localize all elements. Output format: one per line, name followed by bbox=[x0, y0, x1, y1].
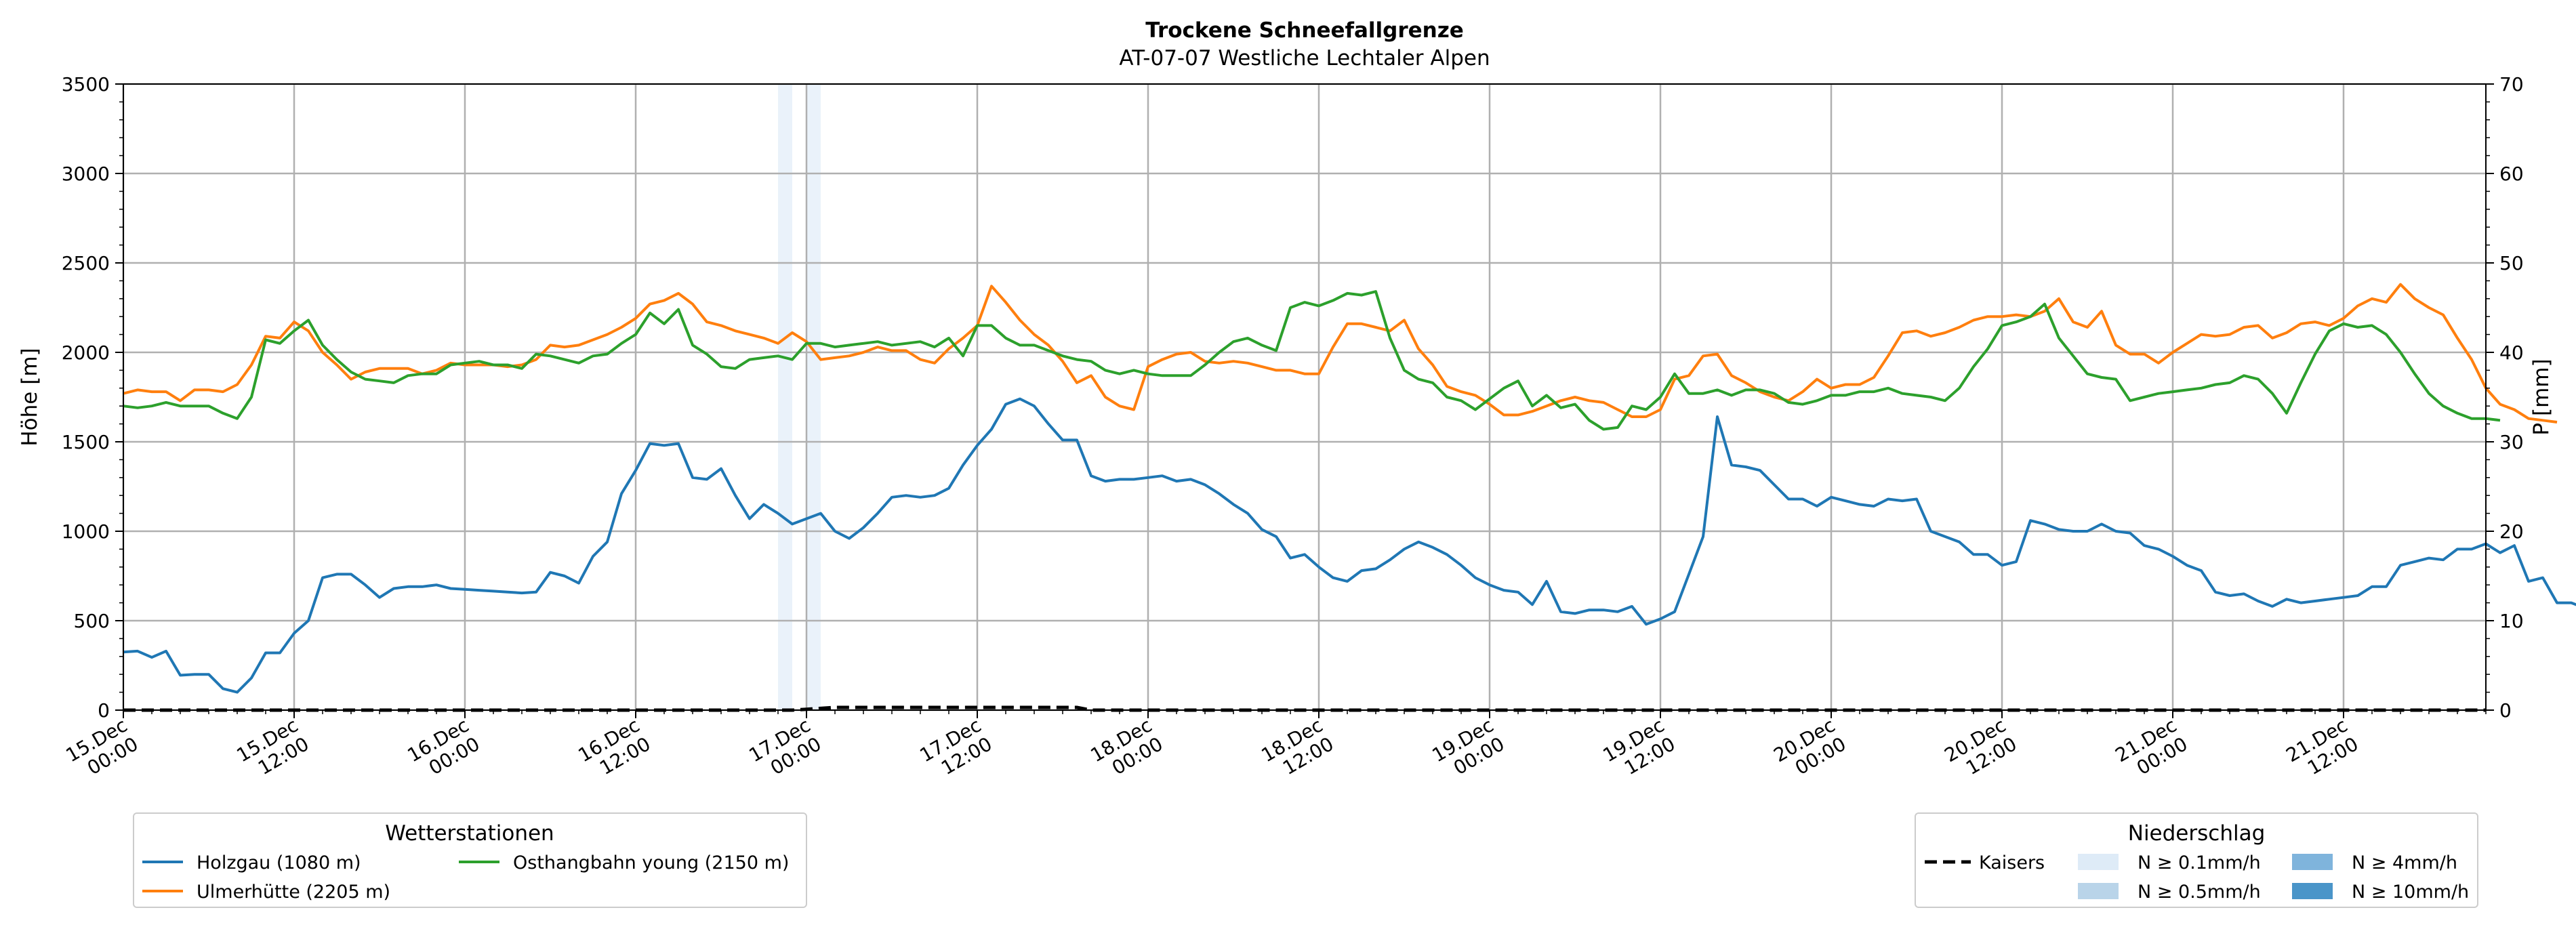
y-right-tick-label: 30 bbox=[2499, 431, 2524, 453]
legend-precip-level-label: N ≥ 4mm/h bbox=[2352, 852, 2457, 873]
y-right-tick-label: 20 bbox=[2499, 520, 2524, 543]
chart-title: Trockene Schneefallgrenze bbox=[1145, 18, 1464, 43]
legend-station-label: Ulmerhütte (2205 m) bbox=[197, 882, 390, 903]
legend-precip-levels: N ≥ 0.1mm/h N ≥ 0.5mm/h N ≥ 4mm/h N ≥ 10mm/… bbox=[2078, 852, 2469, 903]
y-tick-label: 2500 bbox=[62, 252, 110, 274]
legend-stations-items: Holzgau (1080 m) Ulmerhütte (2205 m) Ostha… bbox=[142, 852, 789, 903]
y-right-tick-label: 0 bbox=[2499, 699, 2512, 722]
y-right-tick-label: 60 bbox=[2499, 163, 2524, 185]
legend-precip-level-label: N ≥ 10mm/h bbox=[2352, 882, 2469, 903]
legend-precip-level-swatch bbox=[2292, 883, 2333, 899]
legend-stations-frame bbox=[133, 812, 807, 908]
y-tick-label: 2000 bbox=[62, 342, 110, 364]
y-tick-label: 1500 bbox=[62, 431, 110, 453]
legend-station-label: Osthangbahn young (2150 m) bbox=[513, 852, 789, 873]
series-line bbox=[123, 397, 2576, 694]
y-right-tick-label: 50 bbox=[2499, 252, 2524, 274]
y-axis-right-label: P [mm] bbox=[2529, 358, 2554, 435]
precip-bands bbox=[778, 84, 821, 710]
legend-precip-line-label: Kaisers bbox=[1979, 852, 2045, 873]
y-tick-label: 1000 bbox=[62, 520, 110, 543]
legend-precip-level-swatch bbox=[2078, 883, 2119, 899]
legend-precip-level-label: N ≥ 0.1mm/h bbox=[2138, 852, 2261, 873]
legend-precip-title: Niederschlag bbox=[2128, 821, 2266, 846]
y-tick-label: 500 bbox=[74, 610, 110, 632]
legend-stations: Wetterstationen Holzgau (1080 m) Ulmerhüt… bbox=[133, 812, 807, 908]
y-axis-label: Höhe [m] bbox=[18, 348, 42, 446]
y-tick-label: 3000 bbox=[62, 163, 110, 185]
plot-frame bbox=[123, 83, 2487, 711]
precip-band bbox=[806, 84, 821, 710]
legend-precip-level-swatch bbox=[2078, 854, 2119, 870]
legend-precip-level-swatch bbox=[2292, 854, 2333, 870]
legend-precip-level-label: N ≥ 0.5mm/h bbox=[2138, 882, 2261, 903]
series-line bbox=[123, 290, 2501, 431]
legend-precip-frame bbox=[1915, 812, 2478, 908]
y-tick-label: 3500 bbox=[62, 73, 110, 96]
y-right-tick-label: 70 bbox=[2499, 73, 2524, 96]
y-right-tick-label: 10 bbox=[2499, 610, 2524, 632]
legend-stations-title: Wetterstationen bbox=[385, 821, 554, 846]
y-right-tick-label: 40 bbox=[2499, 342, 2524, 364]
chart-subtitle: AT-07-07 Westliche Lechtaler Alpen bbox=[1119, 46, 1490, 70]
legend-precip: Niederschlag Kaisers N ≥ 0.1mm/h N ≥ 0.5m… bbox=[1915, 812, 2478, 908]
legend-station-label: Holzgau (1080 m) bbox=[197, 852, 361, 873]
series-lines bbox=[123, 283, 2576, 694]
y-tick-label: 0 bbox=[98, 699, 110, 722]
precip-band bbox=[778, 84, 792, 710]
